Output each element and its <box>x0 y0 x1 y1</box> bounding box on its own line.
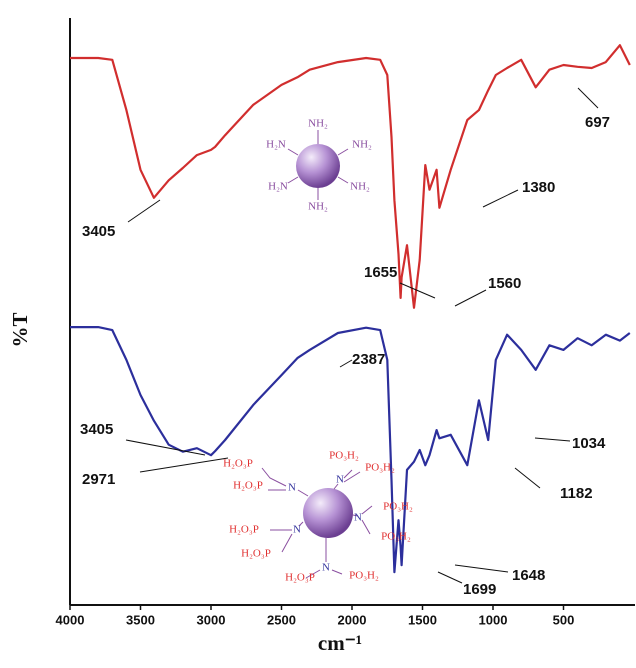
bonds <box>261 130 373 579</box>
molecule-label: H₂N <box>266 139 286 151</box>
x-tick-label: 3500 <box>126 612 155 627</box>
molecule-label: NH₂ <box>308 201 328 213</box>
molecule-label: PO₃H₂ <box>365 462 395 474</box>
annotation: 3405 <box>80 421 113 438</box>
molecule-label: PO₃H₂ <box>349 570 379 582</box>
molecule-label: H₂O₃P <box>223 458 253 470</box>
annotation: 1560 <box>488 275 521 292</box>
x-tick-label: 1500 <box>408 612 437 627</box>
annotation-leader <box>454 564 509 573</box>
molecule-label: NH₂ <box>350 181 370 193</box>
annotation-leader <box>339 359 353 368</box>
annotation-leader <box>139 457 229 473</box>
molecule-label: NH₂ <box>352 139 372 151</box>
spectrum-line <box>70 326 631 574</box>
molecule-label: H₂O₃P <box>241 548 271 560</box>
x-tick-label: 1000 <box>479 612 508 627</box>
annotation-leader <box>514 467 541 489</box>
molecule-label: N <box>354 512 362 524</box>
molecule-label: H₂O₃P <box>229 524 259 536</box>
y-axis-label: %T <box>8 312 32 347</box>
molecule-label: NH₂ <box>308 118 328 130</box>
molecule-label: N <box>293 524 301 536</box>
annotation-leader <box>437 571 463 584</box>
annotation: 1655 <box>364 264 397 281</box>
annotation: 2387 <box>352 351 385 368</box>
molecule-label: N <box>288 482 296 494</box>
annotation-leader <box>454 289 487 307</box>
annotation: 2971 <box>82 471 115 488</box>
molecule-label: PO₃H₂ <box>329 450 359 462</box>
x-axis-label: cm⁻¹ <box>318 631 362 655</box>
x-tick-label: 4000 <box>56 612 85 627</box>
annotation: 1380 <box>522 179 555 196</box>
nanoparticle <box>303 488 353 538</box>
annotation-leader <box>577 87 599 109</box>
x-tick-label: 2000 <box>338 612 367 627</box>
annotation: 1648 <box>512 567 545 584</box>
spectrum-line <box>70 44 631 309</box>
molecule-label: H₂O₃P <box>285 572 315 584</box>
x-tick-label: 2500 <box>267 612 296 627</box>
x-tick-label: 3000 <box>197 612 226 627</box>
annotation: 1699 <box>463 581 496 598</box>
molecule-label: H₂O₃P <box>233 480 263 492</box>
annotation-leader <box>399 282 436 299</box>
annotation-leader <box>482 189 519 208</box>
nanoparticle <box>296 144 340 188</box>
molecule-label: PO₃H₂ <box>383 501 413 513</box>
annotation-leader <box>125 439 206 456</box>
x-tick-label: 500 <box>553 612 575 627</box>
molecule-label: N <box>322 562 330 574</box>
annotation-leader <box>534 437 571 442</box>
molecule-label: N <box>336 474 344 486</box>
molecule-label: PO₃H₂ <box>381 531 411 543</box>
annotation: 1034 <box>572 435 606 452</box>
annotation: 3405 <box>82 223 115 240</box>
molecule-label: H₂N <box>268 181 288 193</box>
annotation: 697 <box>585 114 610 131</box>
annotation-leader <box>127 199 161 223</box>
annotation: 1182 <box>560 485 593 502</box>
